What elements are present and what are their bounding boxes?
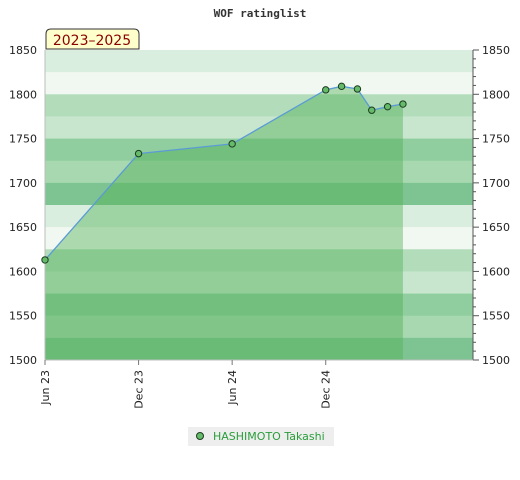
data-point <box>337 82 346 91</box>
legend: HASHIMOTO Takashi <box>188 427 334 446</box>
y-tick-label-left: 1800 <box>9 88 37 101</box>
data-point <box>399 100 407 108</box>
y-tick-label-left: 1700 <box>9 177 37 190</box>
y-tick-label-left: 1750 <box>9 133 37 146</box>
data-points <box>41 82 407 264</box>
background-band <box>45 249 473 272</box>
background-band <box>45 182 473 206</box>
legend-background <box>188 427 334 446</box>
background-band <box>45 315 473 339</box>
y-tick-label-left: 1600 <box>9 265 37 278</box>
y-tick-label-right: 1500 <box>482 354 510 367</box>
y-tick-label-right: 1850 <box>482 44 510 57</box>
data-point <box>134 149 143 158</box>
x-tick-label: Dec 24 <box>320 370 333 409</box>
legend-entry: HASHIMOTO Takashi <box>213 430 325 443</box>
data-point <box>383 102 392 111</box>
x-tick-label: Jun 24 <box>226 370 239 406</box>
background-band <box>45 138 473 162</box>
y-tick-label-right: 1550 <box>482 310 510 323</box>
data-point <box>353 85 362 93</box>
data-point <box>41 256 49 264</box>
period-label: 2023–2025 <box>53 33 131 49</box>
y-tick-label-right: 1800 <box>482 88 510 101</box>
y-tick-label-right: 1600 <box>482 265 510 278</box>
period-badge: 2023–2025 <box>45 28 140 50</box>
y-tick-label-left: 1550 <box>9 310 37 323</box>
x-tick-label: Dec 23 <box>133 370 146 409</box>
background-band <box>45 72 473 95</box>
background-band <box>45 293 473 317</box>
background-band <box>45 50 473 73</box>
background-band <box>45 205 473 228</box>
data-point <box>322 86 330 94</box>
y-tick-label-right: 1650 <box>482 221 510 234</box>
background-band <box>45 160 473 184</box>
background-band <box>45 227 473 250</box>
y-tick-label-left: 1650 <box>9 221 37 234</box>
background-band <box>45 271 473 295</box>
chart-axes: 1500 1500 1550 1550 1600 1600 1650 1650 1700 1700… <box>9 44 510 409</box>
background-band <box>45 337 473 361</box>
y-tick-label-left: 1850 <box>9 44 37 57</box>
y-tick-label-right: 1700 <box>482 177 510 190</box>
background-band <box>45 94 473 117</box>
chart-title: WOF ratinglist <box>214 7 307 20</box>
data-point <box>368 106 376 114</box>
y-tick-label-left: 1500 <box>9 354 37 367</box>
data-point <box>228 140 236 148</box>
legend-marker <box>196 432 204 440</box>
area-fill <box>45 86 403 361</box>
x-tick-label: Jun 23 <box>39 370 52 406</box>
y-tick-label-right: 1750 <box>482 133 510 146</box>
